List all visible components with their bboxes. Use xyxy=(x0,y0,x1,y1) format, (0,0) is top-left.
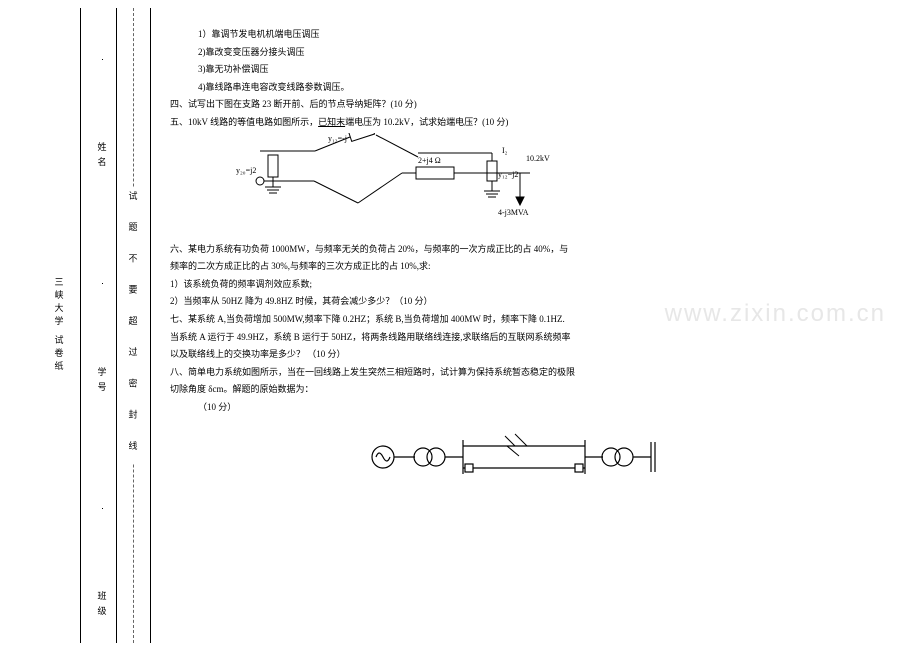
underline-class xyxy=(102,479,103,509)
q7-a: 七、某系统 A,当负荷增加 500MW,频率下降 0.2HZ；系统 B,当负荷增… xyxy=(170,311,880,329)
d1-right-i: I₂ xyxy=(502,146,508,155)
d1-branch12: y₁₂=-j xyxy=(328,134,347,143)
d1-load: 4-j3MVA xyxy=(498,208,529,217)
q7-c: 以及联络线上的交换功率是多少？ （10 分） xyxy=(170,346,880,364)
q3-3: 3)靠无功补偿调压 xyxy=(170,61,880,79)
divider-line-3 xyxy=(150,8,151,643)
circuit-diagram-2 xyxy=(365,422,685,492)
q3-1: 1）靠调节发电机机端电压调压 xyxy=(170,26,880,44)
d1-right-adm: y₁₂=j2 xyxy=(498,170,518,179)
d1-right-v: 10.2kV xyxy=(526,154,550,163)
seal-text: 试 题 不 要 超 过 密 封 线 xyxy=(127,187,140,464)
student-info-column: 班级 学号 姓名 xyxy=(95,0,109,651)
label-class: 班级 xyxy=(96,591,109,621)
q3-4: 4)靠线路串连电容改变线路参数调压。 xyxy=(170,79,880,97)
q3-2: 2)靠改变变压器分接头调压 xyxy=(170,44,880,62)
label-id: 学号 xyxy=(96,367,109,397)
paper-source-label: 三峡大学 试卷纸 xyxy=(52,0,66,651)
q6-2: 2）当频率从 50HZ 降为 49.8HZ 时候，其荷会减少多少？（10 分） xyxy=(170,293,880,311)
d1-left-adm: y₂₀=j2 xyxy=(236,166,256,175)
underline-id xyxy=(102,254,103,284)
q7-b: 当系统 A 运行于 49.9HZ，系统 B 运行于 50HZ，将两条线路用联络线… xyxy=(170,329,880,347)
q8-a: 八、简单电力系统如图所示，当在一回线路上发生突然三相短路时，试计算为保持系统暂态… xyxy=(170,364,880,382)
q6-1: 1）该系统负荷的频率调剂效应系数; xyxy=(170,276,880,294)
label-name: 姓名 xyxy=(96,142,109,172)
q5: 五、10kV 线路的等值电路如图所示，已知末端电压为 10.2kV，试求始端电压… xyxy=(170,114,880,132)
underline-name xyxy=(102,30,103,60)
seal-line: 试 题 不 要 超 过 密 封 线 xyxy=(126,0,140,651)
question-content: 1）靠调节发电机机端电压调压 2)靠改变变压器分接头调压 3)靠无功补偿调压 4… xyxy=(170,26,880,492)
q6-b: 频率的二次方成正比的占 30%,与频率的三次方成正比的占 10%,求: xyxy=(170,258,880,276)
q5-b: 已知末 xyxy=(318,117,345,127)
q8-b: 切除角度 δcm。解题的原始数据为： xyxy=(170,381,880,399)
divider-line-1 xyxy=(80,8,81,643)
d1-mid-imp: 2+j4 Ω xyxy=(418,156,441,165)
q5-c: 端电压为 10.2kV，试求始端电压？(10 分) xyxy=(345,117,508,127)
q8-score: （10 分） xyxy=(170,399,880,417)
circuit-diagram-1: y₂₀=j2 y₁₂=-j 2+j4 Ω I₂ 10.2kV y₁₂=j2 4-… xyxy=(170,133,880,235)
paper-name-text: 三峡大学 试卷纸 xyxy=(53,277,66,374)
q4: 四、试写出下图在支路 23 断开前、后的节点导纳矩阵？(10 分) xyxy=(170,96,880,114)
circuit1-svg: y₂₀=j2 y₁₂=-j 2+j4 Ω I₂ 10.2kV y₁₂=j2 4-… xyxy=(230,133,570,228)
q5-a: 五、10kV 线路的等值电路如图所示， xyxy=(170,117,318,127)
divider-line-2 xyxy=(116,8,117,643)
q6-a: 六、某电力系统有功负荷 1000MW，与频率无关的负荷占 20%，与频率的一次方… xyxy=(170,241,880,259)
